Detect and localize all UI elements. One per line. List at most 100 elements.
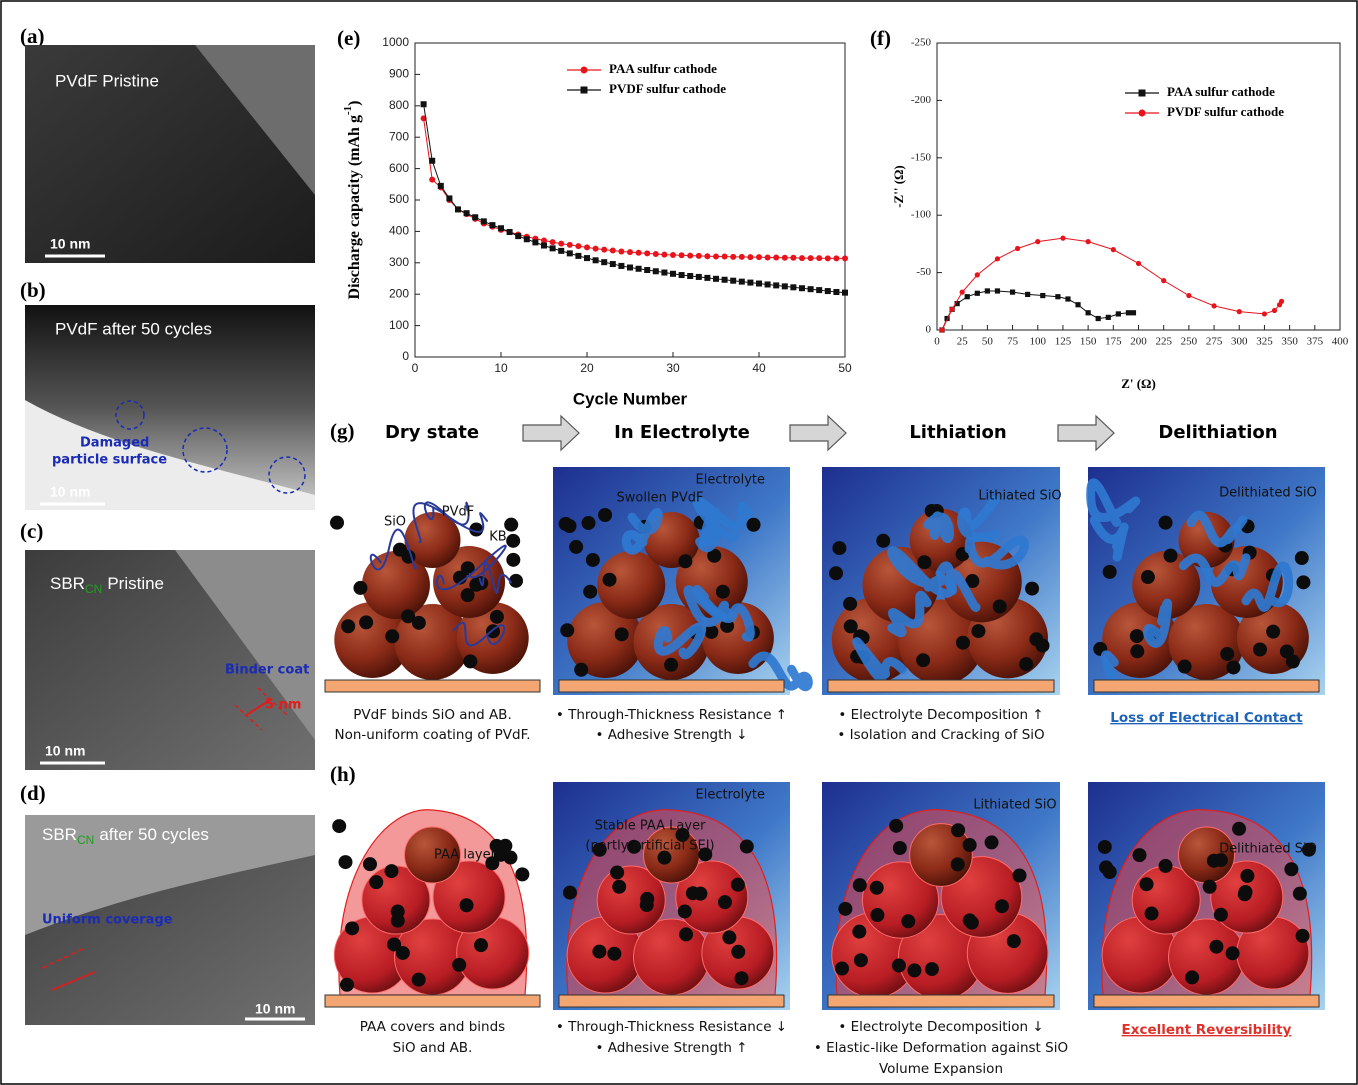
data-point xyxy=(1111,247,1116,252)
carbon-particle xyxy=(963,913,977,927)
data-point xyxy=(1040,293,1045,298)
carbon-particle xyxy=(1145,907,1159,921)
x-axis-label: Z' (Ω) xyxy=(1121,376,1156,391)
y-tick-label: 700 xyxy=(389,129,409,143)
carbon-particle xyxy=(592,945,606,959)
data-point xyxy=(670,252,676,258)
carbon-particle xyxy=(1295,551,1309,565)
carbon-particle xyxy=(1284,862,1298,876)
data-point xyxy=(498,225,504,231)
data-point xyxy=(1237,309,1242,314)
carbon-particle xyxy=(341,619,355,633)
carbon-particle xyxy=(1140,877,1154,891)
carbon-particle xyxy=(1164,549,1178,563)
data-point xyxy=(679,272,685,278)
y-tick-label: -200 xyxy=(911,94,932,106)
carbon-particle xyxy=(509,574,523,588)
carbon-particle xyxy=(607,947,621,961)
data-point xyxy=(1086,310,1091,315)
data-point xyxy=(438,183,444,189)
carbon-particle xyxy=(515,867,529,881)
data-point xyxy=(808,255,814,261)
carbon-particle xyxy=(852,925,866,939)
y-tick-label: 600 xyxy=(389,161,409,175)
data-point xyxy=(816,287,822,293)
x-axis-label: Cycle Number xyxy=(573,389,688,408)
tem-caption-sub: CN xyxy=(85,582,102,596)
panel-label: (g) xyxy=(330,419,355,443)
data-point xyxy=(507,229,513,235)
data-point xyxy=(730,254,736,260)
tem-caption-tail: after 50 cycles xyxy=(99,825,209,844)
data-point xyxy=(696,274,702,280)
data-point xyxy=(799,255,805,261)
carbon-particle xyxy=(1185,970,1199,984)
carbon-particle xyxy=(1159,859,1173,873)
carbon-particle xyxy=(1159,516,1173,530)
caption: • Adhesive Strength ↓ xyxy=(595,727,747,743)
carbon-particle xyxy=(731,945,745,959)
carbon-particle xyxy=(1098,840,1112,854)
carbon-particle xyxy=(892,959,906,973)
data-point xyxy=(584,255,590,261)
carbon-particle xyxy=(412,973,426,987)
carbon-particle xyxy=(876,534,890,548)
carbon-particle xyxy=(853,878,867,892)
x-tick-label: 375 xyxy=(1307,336,1324,348)
carbon-particle xyxy=(1133,848,1147,862)
annotation: Damaged xyxy=(80,436,149,451)
carbon-particle xyxy=(916,653,930,667)
carbon-particle xyxy=(679,927,693,941)
caption: SiO and AB. xyxy=(393,1040,473,1056)
carbon-particle xyxy=(832,541,846,555)
data-point xyxy=(965,294,970,299)
data-point xyxy=(679,252,685,258)
schematic-label: Delithiated SiO xyxy=(1219,486,1317,501)
x-tick-label: 50 xyxy=(838,361,852,375)
x-tick-label: 400 xyxy=(1332,336,1349,348)
legend-marker xyxy=(1139,110,1146,117)
carbon-particle xyxy=(574,663,588,677)
carbon-particle xyxy=(612,880,626,894)
data-point xyxy=(515,233,521,239)
carbon-particle xyxy=(1296,929,1310,943)
carbon-particle xyxy=(463,654,477,668)
y-tick-label: 200 xyxy=(389,286,409,300)
carbon-particle xyxy=(490,610,504,624)
data-point xyxy=(816,255,822,261)
y-tick-label: 0 xyxy=(402,349,409,363)
data-point xyxy=(1272,308,1277,313)
y-axis-label: Discharge capacity (mAh g-1) xyxy=(342,101,363,300)
annotation: Uniform coverage xyxy=(42,913,173,928)
data-point xyxy=(1035,239,1040,244)
carbon-particle xyxy=(1226,946,1240,960)
caption: Volume Expansion xyxy=(879,1061,1003,1077)
substrate xyxy=(325,995,540,1007)
data-point xyxy=(825,288,831,294)
data-point xyxy=(833,289,839,295)
carbon-particle xyxy=(731,878,745,892)
carbon-particle xyxy=(951,823,965,837)
panel-label: (e) xyxy=(337,26,360,50)
x-tick-label: 250 xyxy=(1181,336,1198,348)
carbon-particle xyxy=(951,857,965,871)
data-point xyxy=(722,277,728,283)
carbon-particle xyxy=(1019,657,1033,671)
plot-frame xyxy=(937,43,1340,330)
data-point xyxy=(1131,310,1136,315)
schematic-label: Lithiated SiO xyxy=(973,798,1056,813)
stage-arrow xyxy=(1058,416,1114,450)
data-point xyxy=(713,276,719,282)
data-point xyxy=(575,243,581,249)
data-point xyxy=(730,278,736,284)
carbon-particle xyxy=(560,623,574,637)
carbon-particle xyxy=(496,847,510,861)
caption: • Adhesive Strength ↑ xyxy=(595,1040,747,1056)
carbon-particle xyxy=(664,658,678,672)
panel-label: (d) xyxy=(20,781,46,805)
tem-caption-sub: CN xyxy=(77,833,94,847)
y-axis-label: -Z'' (Ω) xyxy=(891,165,906,208)
carbon-particle xyxy=(1238,887,1252,901)
carbon-particle xyxy=(993,599,1007,613)
